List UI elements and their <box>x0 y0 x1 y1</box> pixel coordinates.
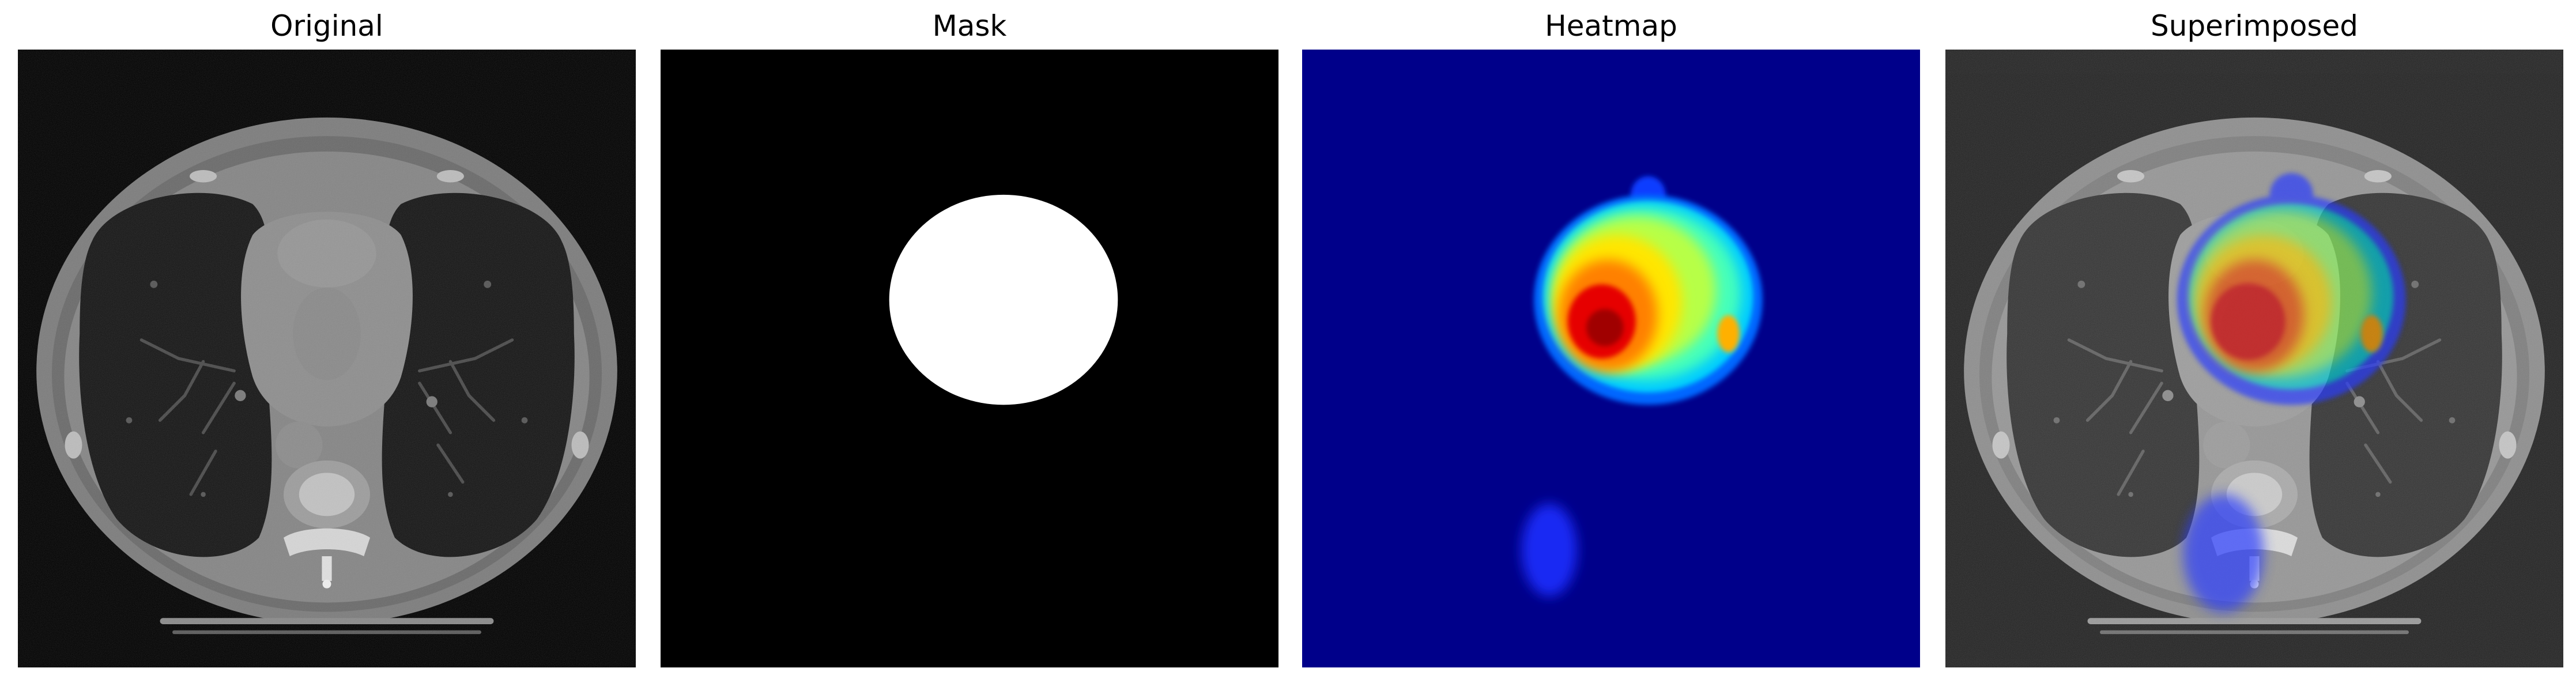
ct-scan-image <box>18 50 636 667</box>
panel-title: Mask <box>932 9 1007 43</box>
panel-heatmap: Heatmap <box>1302 0 1920 683</box>
mask-image <box>661 50 1278 667</box>
panel-title: Superimposed <box>2151 9 2358 43</box>
panel-mask: Mask <box>661 0 1278 683</box>
panel-original: Original <box>18 0 636 683</box>
panel-title: Original <box>270 9 383 43</box>
heatmap-image <box>1302 50 1920 667</box>
panel-superimposed: Superimposed <box>1945 0 2563 683</box>
superimposed-image <box>1945 50 2563 667</box>
panel-title: Heatmap <box>1545 9 1677 43</box>
